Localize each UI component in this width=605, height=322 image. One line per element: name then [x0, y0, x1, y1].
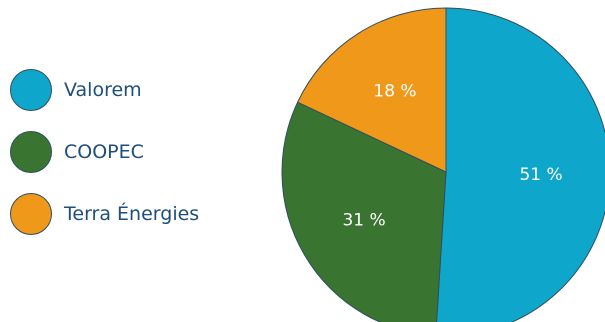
legend-label-coopec: COOPEC [64, 141, 144, 163]
slice-label-valorem: 51 % [519, 165, 562, 185]
pie-slice-valorem [436, 7, 605, 322]
legend-item-valorem: Valorem [10, 69, 250, 113]
legend-item-terra-energies: Terra Énergies [10, 193, 250, 237]
legend-item-coopec: COOPEC [10, 131, 250, 175]
pie-slice-terra-energies [296, 7, 447, 173]
legend-label-terra-energies: Terra Énergies [64, 203, 200, 225]
legend-swatch-terra-energies [10, 193, 52, 235]
legend-label-valorem: Valorem [64, 79, 142, 101]
chart-legend: Valorem COOPEC Terra Énergies [10, 69, 250, 255]
pie-slice-coopec [281, 101, 447, 322]
slice-label-terra-energies: 18 % [373, 82, 416, 102]
legend-swatch-valorem [10, 69, 52, 111]
slice-label-coopec: 31 % [342, 210, 385, 230]
legend-swatch-coopec [10, 131, 52, 173]
